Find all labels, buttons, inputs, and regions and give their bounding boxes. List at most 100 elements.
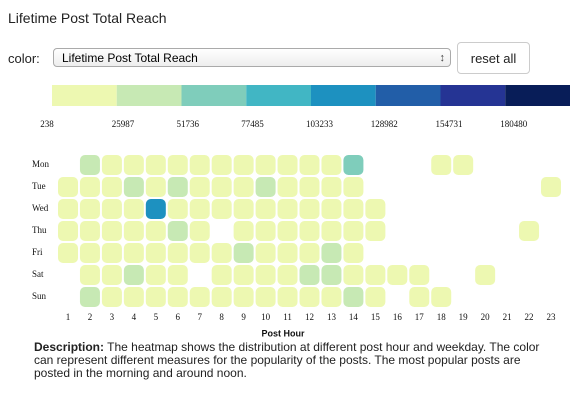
heat-cell — [145, 221, 166, 241]
heat-cell — [255, 177, 276, 197]
heat-cell — [233, 265, 254, 285]
heat-cell — [255, 265, 276, 285]
x-tick-label: 10 — [261, 312, 271, 322]
heat-cell — [101, 155, 122, 175]
heat-cell — [145, 177, 166, 197]
heat-cell — [189, 243, 210, 263]
heat-cell — [189, 155, 210, 175]
y-tick-label: Fri — [32, 247, 43, 257]
legend-label: 77485 — [241, 119, 264, 129]
heat-cell — [79, 243, 100, 263]
x-tick-label: 19 — [459, 312, 469, 322]
heat-cell — [101, 265, 122, 285]
x-tick-label: 21 — [503, 312, 512, 322]
reset-button[interactable]: reset all — [457, 42, 530, 74]
heat-cell — [321, 265, 342, 285]
legend-swatch — [52, 85, 117, 106]
heat-cell — [255, 243, 276, 263]
heat-cell — [299, 265, 320, 285]
heat-cell — [123, 155, 144, 175]
heat-cell — [233, 199, 254, 219]
title: Lifetime Post Total Reach — [8, 10, 167, 26]
heat-cell — [145, 243, 166, 263]
x-tick-label: 14 — [349, 312, 359, 322]
heatmap: Post Hour 238 25987 51736 77485 103233 128982… — [32, 85, 570, 338]
description-text: The heatmap shows the distribution at di… — [34, 340, 540, 380]
x-tick-label: 23 — [547, 312, 557, 322]
description-label: Description: — [34, 340, 105, 354]
heat-cell — [79, 221, 100, 241]
heat-cell — [58, 199, 78, 219]
y-tick-label: Tue — [32, 181, 46, 191]
legend-label: 238 — [40, 119, 54, 129]
heat-cell — [79, 199, 100, 219]
x-tick-label: 9 — [241, 312, 246, 322]
heat-cell — [321, 243, 342, 263]
heat-cell — [167, 155, 188, 175]
heat-cell — [167, 221, 188, 241]
x-tick-label: 2 — [88, 312, 93, 322]
heat-cell — [167, 199, 188, 219]
heat-cell — [431, 155, 452, 175]
heat-cell — [343, 287, 364, 307]
heat-cell — [277, 199, 298, 219]
legend-swatch — [181, 85, 247, 106]
color-select[interactable]: Lifetime Post Total Reach — [53, 48, 451, 68]
heat-cell — [365, 287, 386, 307]
legend-label: 25987 — [112, 119, 135, 129]
heat-cell — [211, 155, 232, 175]
heat-cell — [299, 177, 320, 197]
heat-cell — [101, 221, 122, 241]
heat-cell — [475, 265, 496, 285]
heat-cell — [123, 199, 144, 219]
heat-cell — [541, 177, 561, 197]
heat-cell — [101, 177, 122, 197]
x-axis-label: Post Hour — [261, 328, 304, 338]
heat-cell — [79, 265, 100, 285]
heat-cell — [211, 265, 232, 285]
heat-cell — [211, 199, 232, 219]
heat-cell — [431, 287, 452, 307]
x-tick-label: 11 — [283, 312, 292, 322]
heat-cell — [167, 243, 188, 263]
heat-cell — [123, 265, 144, 285]
legend-swatch — [440, 85, 506, 106]
color-label: color: — [8, 51, 40, 66]
heat-cell — [145, 265, 166, 285]
heat-cell — [79, 155, 100, 175]
heat-cell — [233, 155, 254, 175]
heat-cell — [233, 221, 254, 241]
x-tick-label: 22 — [525, 312, 534, 322]
heat-cell — [365, 221, 386, 241]
legend-swatch — [375, 85, 441, 106]
heat-cell — [211, 243, 232, 263]
y-tick-label: Sat — [32, 269, 44, 279]
heat-cell — [387, 265, 408, 285]
heat-cell — [123, 177, 144, 197]
heat-cell — [145, 155, 166, 175]
heat-cell — [299, 221, 320, 241]
heat-cell — [321, 177, 342, 197]
legend-swatch — [246, 85, 311, 106]
heat-cell — [233, 177, 254, 197]
legend-label: 128982 — [371, 119, 398, 129]
heat-cell — [123, 243, 144, 263]
y-tick-label: Thu — [32, 225, 47, 235]
heat-cell — [321, 221, 342, 241]
x-tick-label: 6 — [176, 312, 181, 322]
heat-cell — [409, 265, 430, 285]
x-tick-label: 17 — [415, 312, 425, 322]
legend-swatch — [311, 85, 376, 106]
heat-cell — [343, 243, 364, 263]
heat-cell — [58, 177, 78, 197]
heat-cell — [343, 155, 364, 175]
heat-cell — [343, 177, 364, 197]
heat-cell — [101, 243, 122, 263]
legend-label: 103233 — [306, 119, 334, 129]
heat-cell — [255, 199, 276, 219]
x-tick-label: 8 — [219, 312, 224, 322]
heat-cell — [343, 265, 364, 285]
heat-cell — [255, 287, 276, 307]
heat-cell — [123, 287, 144, 307]
